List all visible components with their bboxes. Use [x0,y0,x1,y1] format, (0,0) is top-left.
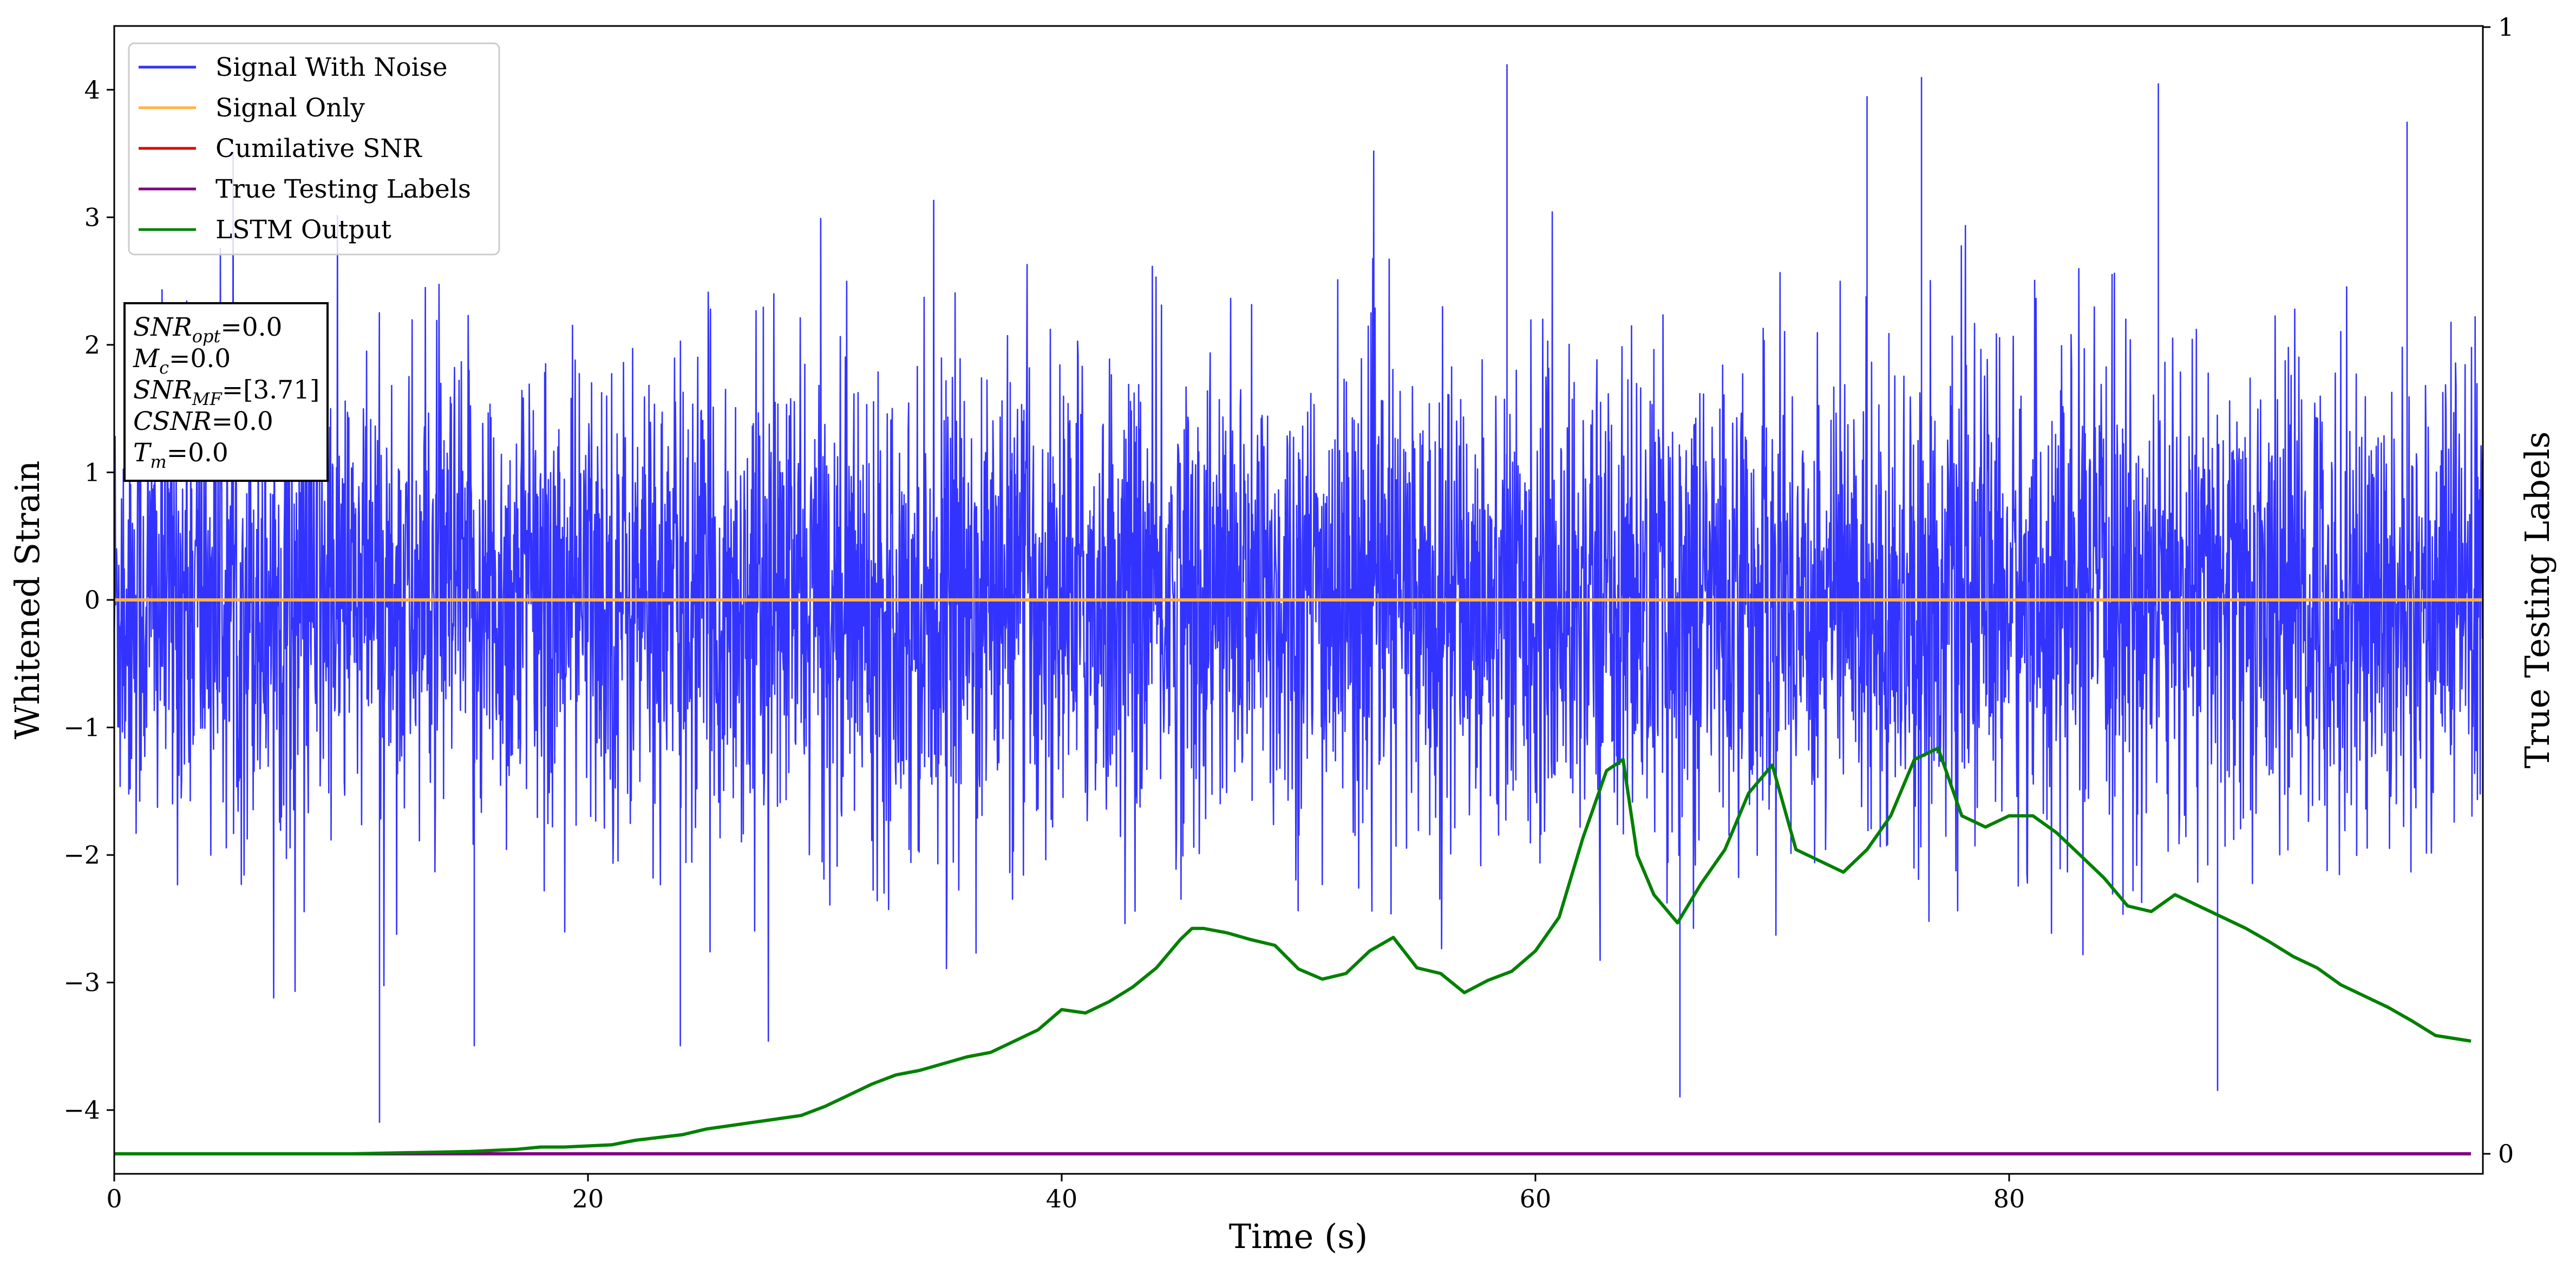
legend-entry: Signal Only [215,93,365,123]
legend-entry: Cumilative SNR [215,134,422,164]
info-line: SNRMF=[3.71] [133,375,319,409]
legend-entry: Signal With Noise [215,53,448,82]
legend-entry: True Testing Labels [215,174,471,204]
info-value: =0.0 [167,438,228,468]
info-value: =0.0 [212,407,273,436]
y-tick-label: −2 [63,840,100,870]
series-signal-with-noise [114,64,2483,1123]
y-tick-label: 0 [84,585,100,615]
x-tick-label: 80 [1993,1184,2025,1213]
info-symbol: CSNR [133,407,212,436]
info-value: =0.0 [169,344,231,374]
y2-tick-label: 0 [2498,1139,2514,1168]
x-tick-label: 20 [572,1184,604,1213]
info-box: SNRopt=0.0Mc=0.0SNRMF=[3.71]CSNR=0.0Tm=0… [123,302,329,482]
y-tick-label: −4 [63,1095,100,1125]
info-symbol: T [133,438,152,468]
info-symbol: SNR [133,375,192,405]
info-symbol: SNR [133,312,192,342]
info-subscript: c [159,357,169,378]
y2-tick-label: 1 [2498,12,2514,42]
series-lines [114,598,2483,1155]
x-tick-label: 40 [1046,1184,1078,1213]
info-value: =[3.71] [222,375,320,405]
x-axis-label: Time (s) [1229,1217,1368,1256]
y-tick-label: 1 [84,458,100,487]
y-axis-label: Whitened Strain [8,461,47,740]
info-symbol: M [133,344,160,374]
info-value: =0.0 [220,312,282,342]
x-tick-label: 60 [1520,1184,1552,1213]
y-tick-label: −1 [63,713,100,742]
y-tick-label: 3 [84,202,100,232]
info-line: Tm=0.0 [133,438,228,472]
legend: Signal With Noise Signal Only Cumilative S… [128,42,500,256]
y-tick-label: −3 [63,968,100,997]
info-line: Mc=0.0 [133,344,231,378]
x-tick-label: 0 [106,1184,122,1213]
info-line: SNRopt=0.0 [133,312,282,347]
info-subscript: m [150,452,166,472]
signal-with-noise-line [114,64,2483,1123]
y-tick-label: 4 [84,75,100,104]
legend-entry: LSTM Output [215,215,391,245]
y-axis-right: 01 [2483,12,2514,1168]
legend-frame [128,42,500,256]
x-axis: 0 20 40 60 80 [106,1174,2025,1213]
info-box-frame [123,302,329,482]
y-tick-label: 2 [84,330,100,360]
lstm-output-line [114,746,2472,1155]
y2-axis-label: True Testing Labels [2518,432,2557,769]
info-subscript: opt [192,326,221,347]
y-axis-left: −4 −3 −2 −1 0 1 2 3 4 [63,75,114,1125]
info-subscript: MF [192,389,223,409]
info-line: CSNR=0.0 [133,407,273,436]
